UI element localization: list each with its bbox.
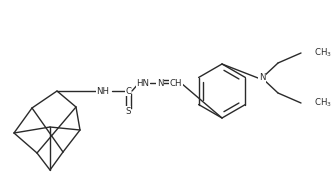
- Text: N: N: [259, 74, 265, 83]
- Text: HN: HN: [136, 79, 150, 87]
- Text: NH: NH: [97, 87, 110, 96]
- Text: CH: CH: [170, 79, 182, 87]
- Text: S: S: [125, 107, 131, 115]
- Text: N: N: [157, 79, 163, 87]
- Text: CH$_3$: CH$_3$: [314, 47, 331, 59]
- Text: C: C: [125, 87, 131, 96]
- Text: CH$_3$: CH$_3$: [314, 97, 331, 109]
